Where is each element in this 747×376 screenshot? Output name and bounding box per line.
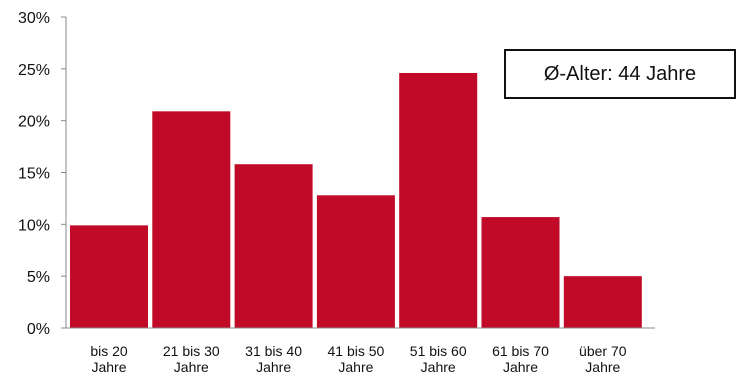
- x-tick-label: Jahre: [338, 359, 373, 375]
- x-tick-label: Jahre: [91, 359, 126, 375]
- bar: [399, 72, 478, 328]
- bars: [70, 72, 642, 328]
- y-tick-label: 10%: [18, 217, 50, 234]
- x-tick-label: über 70: [579, 343, 627, 359]
- bar: [70, 225, 148, 328]
- x-tick-label: 61 bis 70: [492, 343, 549, 359]
- y-tick-label: 20%: [18, 114, 50, 131]
- x-tick-label: Jahre: [174, 359, 209, 375]
- bar: [234, 164, 313, 328]
- x-tick-label: bis 20: [90, 343, 128, 359]
- x-tick-label: Jahre: [585, 359, 620, 375]
- x-tick-label: Jahre: [503, 359, 538, 375]
- x-tick-label: Jahre: [421, 359, 456, 375]
- y-axis: 0% 5% 10% 15% 20% 25% 30%: [18, 10, 67, 338]
- bar: [316, 195, 395, 328]
- x-tick-label: 21 bis 30: [163, 343, 220, 359]
- bar: [481, 217, 560, 328]
- x-tick-label: Jahre: [256, 359, 291, 375]
- y-tick-label: 25%: [18, 62, 50, 79]
- bar: [152, 111, 231, 328]
- x-tick-label: 41 bis 50: [327, 343, 384, 359]
- y-tick-label: 30%: [18, 10, 50, 27]
- x-tick-label: 51 bis 60: [410, 343, 467, 359]
- x-tick-label: 31 bis 40: [245, 343, 302, 359]
- y-tick-label: 15%: [18, 166, 50, 183]
- y-tick-label: 5%: [27, 269, 50, 286]
- bar: [563, 276, 642, 328]
- y-tick-label: 0%: [27, 321, 50, 338]
- average-age-annotation: Ø-Alter: 44 Jahre: [504, 49, 736, 99]
